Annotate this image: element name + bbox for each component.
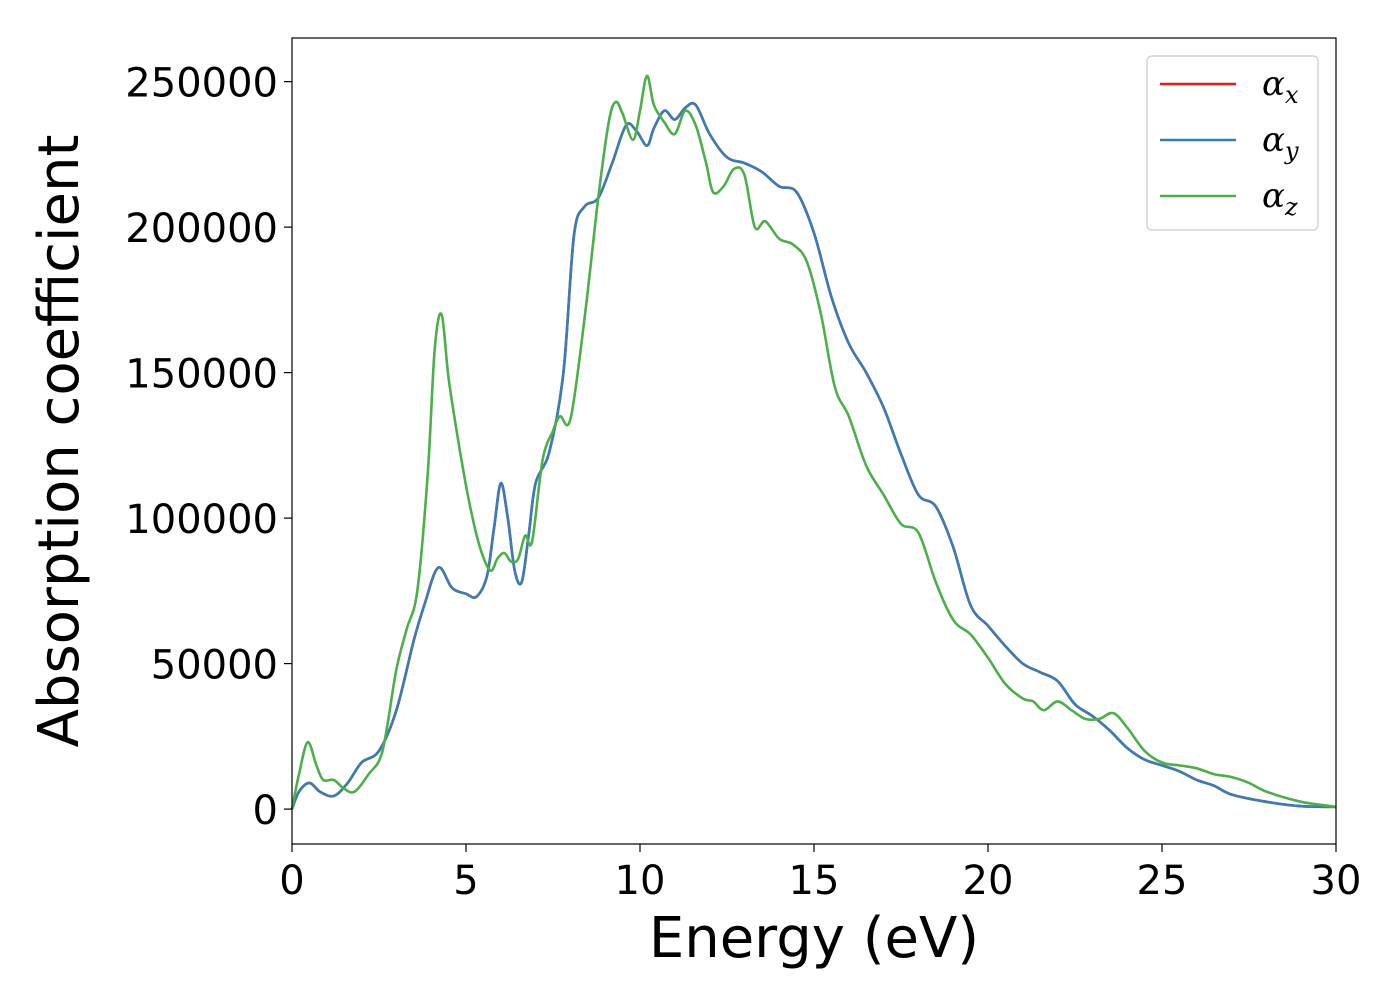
series-layer — [290, 74, 1337, 810]
legend-label-y: αy — [1262, 120, 1299, 165]
x-axis: 0 5 10 15 20 25 30 — [279, 844, 1361, 904]
y-axis-label: Absorption coefficient — [27, 135, 92, 748]
x-tick-label: 5 — [453, 858, 478, 904]
x-tick-label: 25 — [1137, 858, 1188, 904]
series-line-y — [290, 101, 1337, 810]
legend-box — [1146, 55, 1319, 231]
y-tick-label: 200000 — [125, 206, 278, 252]
legend-label-z: αz — [1262, 176, 1298, 221]
y-tick-label: 250000 — [125, 61, 278, 107]
legend: αx αy αz — [1146, 55, 1319, 231]
y-tick-label: 150000 — [125, 352, 278, 398]
series-line-z — [290, 74, 1337, 810]
x-tick-label: 20 — [963, 858, 1014, 904]
x-tick-label: 15 — [789, 858, 840, 904]
y-tick-label: 50000 — [151, 643, 278, 689]
x-tick-label: 0 — [279, 858, 304, 904]
x-tick-label: 30 — [1311, 858, 1362, 904]
y-tick-label: 0 — [253, 788, 278, 834]
y-tick-label: 100000 — [125, 497, 278, 543]
y-axis: 0 50000 100000 150000 200000 250000 — [125, 61, 292, 834]
legend-label-x: αx — [1262, 64, 1299, 109]
x-tick-label: 10 — [615, 858, 666, 904]
x-axis-label: Energy (eV) — [649, 906, 979, 971]
